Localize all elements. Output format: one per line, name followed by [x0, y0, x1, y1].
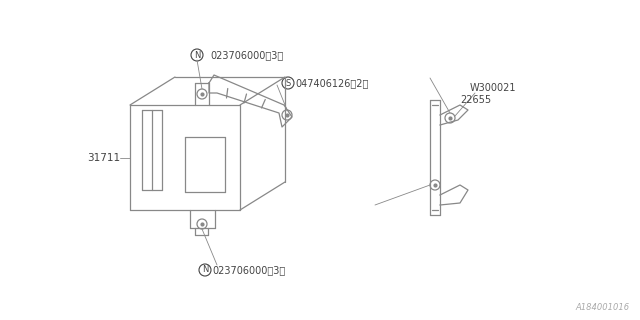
- Text: N: N: [194, 51, 200, 60]
- Text: 22655: 22655: [460, 95, 491, 105]
- Text: W300021: W300021: [470, 83, 516, 93]
- Text: 023706000（3）: 023706000（3）: [212, 265, 285, 275]
- Text: 023706000（3）: 023706000（3）: [210, 50, 284, 60]
- Text: 31711: 31711: [87, 153, 120, 163]
- Text: 047406126（2）: 047406126（2）: [295, 78, 369, 88]
- Text: A184001016: A184001016: [576, 303, 630, 312]
- Text: N: N: [202, 266, 208, 275]
- Text: S: S: [285, 78, 291, 87]
